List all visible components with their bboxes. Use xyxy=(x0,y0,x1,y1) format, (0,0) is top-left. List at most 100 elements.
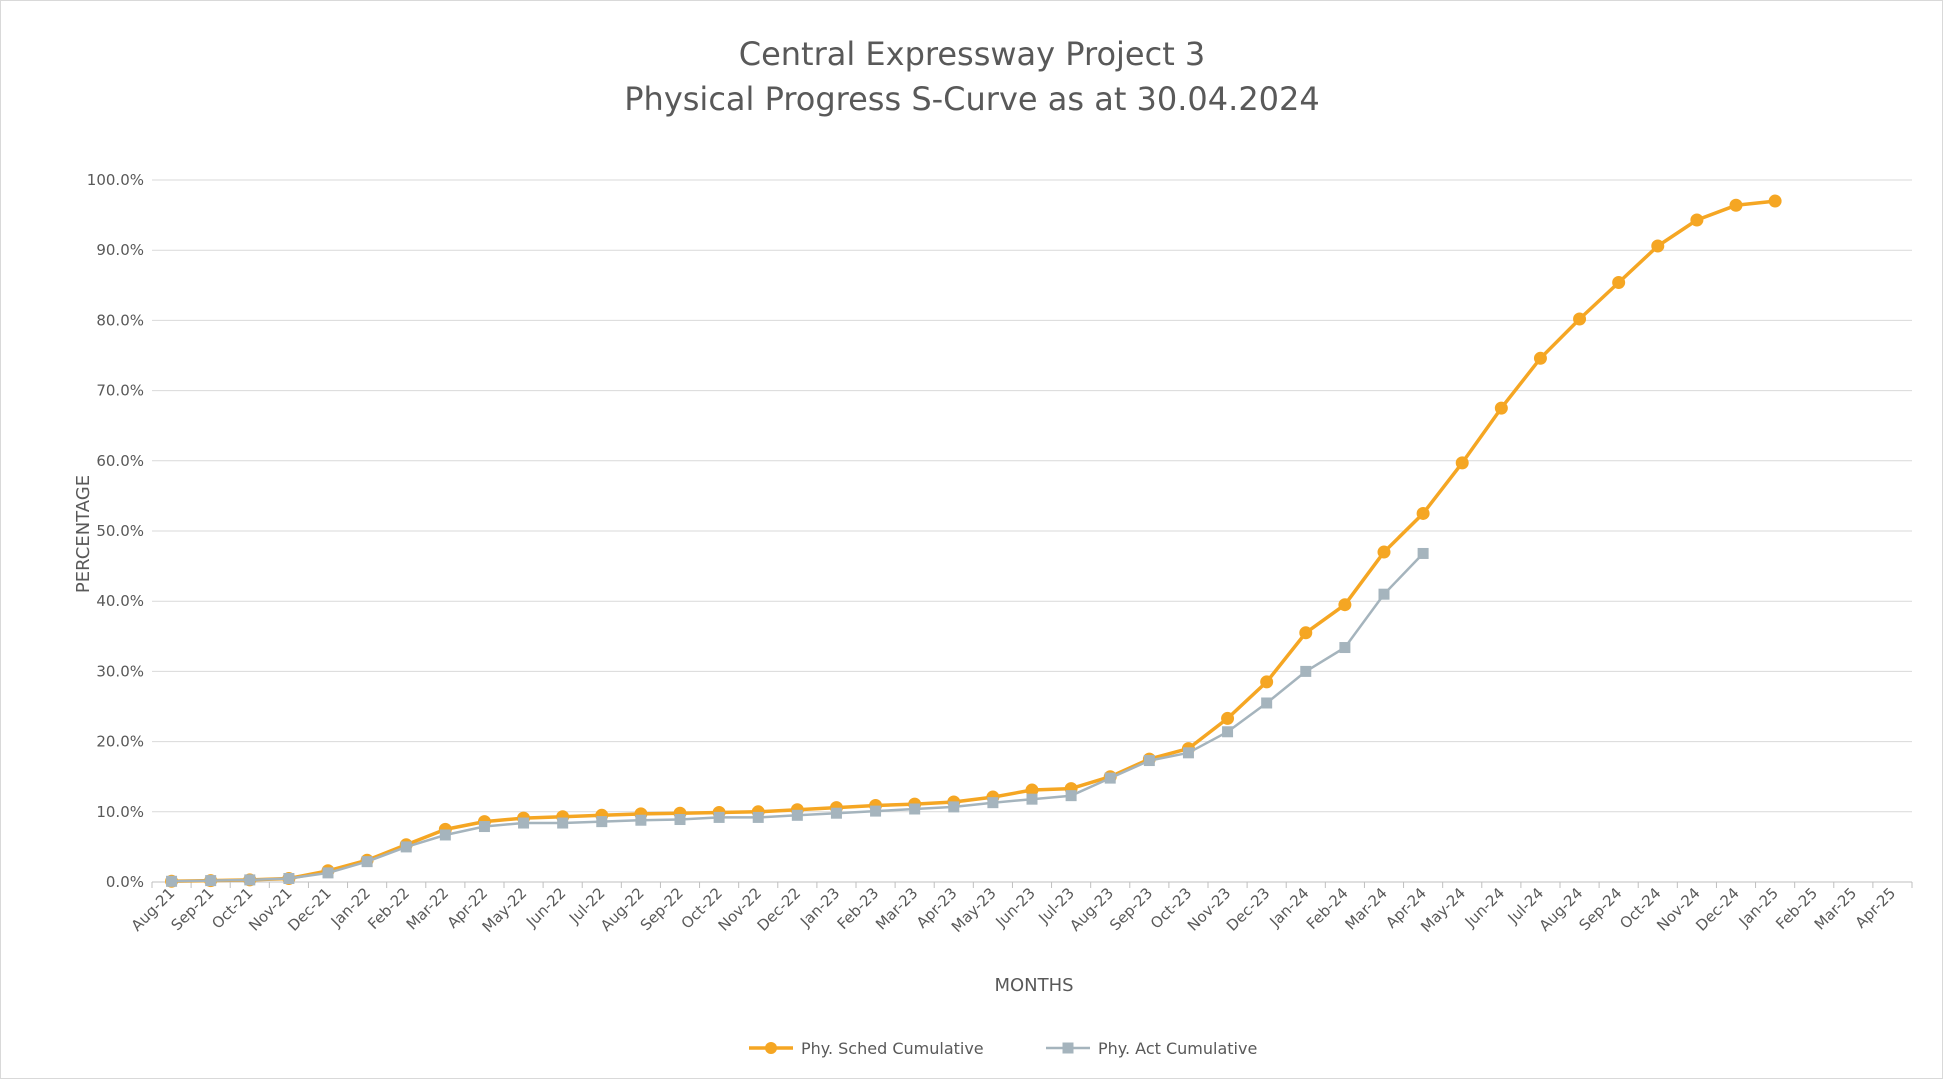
x-tick-label: Jun-23 xyxy=(991,884,1038,931)
data-point xyxy=(948,801,960,813)
x-tick-label: Mar-22 xyxy=(403,884,452,933)
data-point xyxy=(1182,747,1194,759)
x-tick-label: Aug-23 xyxy=(1066,884,1117,935)
y-tick-label: 40.0% xyxy=(96,592,144,610)
data-point xyxy=(674,814,686,826)
data-point xyxy=(596,816,608,828)
gridlines xyxy=(152,179,1912,883)
data-point xyxy=(987,797,999,809)
y-tick-label: 70.0% xyxy=(96,382,144,400)
data-point xyxy=(1143,755,1155,767)
data-point xyxy=(1573,312,1587,326)
chart-subtitle: Physical Progress S-Curve as at 30.04.20… xyxy=(624,80,1320,118)
legend: Phy. Sched Cumulative Phy. Act Cumulative xyxy=(749,1039,1257,1058)
x-tick-label: Jun-22 xyxy=(522,884,569,931)
data-point xyxy=(244,874,256,886)
x-tick-label: Mar-25 xyxy=(1811,884,1860,933)
y-tick-label: 90.0% xyxy=(96,241,144,259)
data-point xyxy=(752,811,764,823)
data-point xyxy=(1339,642,1351,654)
data-point xyxy=(283,872,295,884)
x-tick-label: Sep-24 xyxy=(1575,884,1625,934)
x-tick-label: May-24 xyxy=(1417,884,1469,936)
series-1 xyxy=(165,194,1782,888)
data-point xyxy=(635,814,647,826)
x-tick-label: Aug-24 xyxy=(1536,884,1587,935)
chart-title: Central Expressway Project 3 xyxy=(739,35,1206,73)
legend-marker xyxy=(765,1042,777,1054)
data-point xyxy=(322,867,334,879)
x-tick-label: Dec-22 xyxy=(754,884,805,935)
data-point xyxy=(1299,626,1313,640)
x-tick-label: Apr-25 xyxy=(1852,884,1900,932)
x-tick-label: Dec-21 xyxy=(284,884,335,935)
x-tick-label: May-23 xyxy=(948,884,1000,936)
data-point xyxy=(1261,697,1273,709)
data-point xyxy=(1729,198,1743,212)
data-point xyxy=(439,829,451,841)
x-tick-label: Aug-22 xyxy=(597,884,648,935)
data-point xyxy=(1690,213,1704,227)
data-point xyxy=(1026,793,1038,805)
y-tick-label: 10.0% xyxy=(96,803,144,821)
x-tick-label: Dec-23 xyxy=(1223,884,1274,935)
data-point xyxy=(1260,675,1274,689)
x-tick-label: Feb-23 xyxy=(834,884,883,933)
data-point xyxy=(478,821,490,833)
x-tick-label: Jun-24 xyxy=(1461,884,1508,931)
x-tick-label: Aug-21 xyxy=(128,884,179,935)
x-tick-label: May-22 xyxy=(479,884,531,936)
x-tick-label: Dec-24 xyxy=(1692,884,1743,935)
data-point xyxy=(870,805,882,817)
legend-label: Phy. Sched Cumulative xyxy=(801,1039,984,1058)
x-tick-label: Feb-25 xyxy=(1772,884,1821,933)
data-point xyxy=(1378,588,1390,600)
y-tick-label: 20.0% xyxy=(96,733,144,751)
series-line xyxy=(171,199,1776,884)
data-point xyxy=(1377,545,1391,559)
data-point xyxy=(1417,547,1429,559)
data-point xyxy=(1222,726,1234,738)
y-tick-label: 100.0% xyxy=(87,171,144,189)
data-point xyxy=(1612,275,1626,289)
x-tick-label: Sep-23 xyxy=(1106,884,1156,934)
legend-label: Phy. Act Cumulative xyxy=(1098,1039,1257,1058)
data-point xyxy=(713,811,725,823)
data-point xyxy=(166,875,178,887)
data-point xyxy=(1416,506,1430,520)
data-point xyxy=(1338,598,1352,612)
legend-item: Phy. Sched Cumulative xyxy=(749,1039,984,1058)
x-axis-title: MONTHS xyxy=(994,975,1073,996)
y-tick-label: 0.0% xyxy=(106,873,144,891)
data-point xyxy=(400,841,412,853)
x-tick-label: Mar-24 xyxy=(1341,884,1390,933)
data-point xyxy=(1455,456,1469,470)
x-tick-label: Sep-22 xyxy=(637,884,687,934)
series-line xyxy=(171,552,1425,883)
series-group xyxy=(165,194,1782,888)
x-tick-label: Mar-23 xyxy=(872,884,921,933)
data-point xyxy=(205,875,217,887)
data-point xyxy=(909,803,921,815)
y-axis-ticks: 0.0% 10.0% 20.0% 30.0% 40.0% 50.0% 60.0% 70.0% 8… xyxy=(87,171,144,891)
x-tick-label: Feb-24 xyxy=(1303,884,1352,933)
data-point xyxy=(1768,194,1782,208)
y-axis-title: PERCENTAGE xyxy=(73,475,94,593)
data-point xyxy=(557,817,569,829)
data-point xyxy=(361,856,373,868)
data-point xyxy=(830,807,842,819)
data-point xyxy=(1104,772,1116,784)
data-point xyxy=(1651,239,1665,253)
x-tick-label: Sep-21 xyxy=(167,884,217,934)
data-point xyxy=(1533,351,1547,365)
x-tick-label: Feb-22 xyxy=(364,884,413,933)
y-tick-label: 30.0% xyxy=(96,662,144,680)
y-tick-label: 80.0% xyxy=(96,311,144,329)
y-tick-label: 50.0% xyxy=(96,522,144,540)
data-point xyxy=(1221,711,1235,725)
legend-item: Phy. Act Cumulative xyxy=(1046,1039,1257,1058)
data-point xyxy=(1065,790,1077,802)
x-axis-ticks: Aug-21Sep-21Oct-21Nov-21Dec-21Jan-22Feb-… xyxy=(128,882,1913,936)
